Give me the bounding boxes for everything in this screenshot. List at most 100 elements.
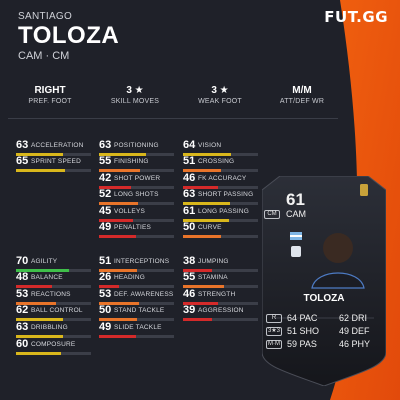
- stat-bar-fill: [183, 235, 221, 238]
- league-logo-icon: [360, 184, 368, 196]
- stat-bar-track: [99, 153, 174, 156]
- stat-value: 46: [183, 288, 196, 300]
- player-last-name: TOLOZA: [18, 22, 120, 49]
- stat-bar-track: [183, 169, 258, 172]
- stat-value: 49: [99, 321, 112, 333]
- stat-bar-track: [16, 169, 91, 172]
- stat-bar-track: [183, 285, 258, 288]
- stat-value: 38: [183, 255, 196, 267]
- stat-bar-track: [99, 186, 174, 189]
- stat-bar-track: [16, 285, 91, 288]
- stat-value: 51: [183, 155, 196, 167]
- stat-value: 63: [99, 139, 112, 151]
- weak-foot: 3 ★ WEAK FOOT: [180, 85, 260, 105]
- stat-stand-tackle: 50 STAND TACKLE: [99, 304, 174, 323]
- stat-finishing: 55 FINISHING: [99, 155, 174, 174]
- skill-moves-label: SKILL MOVES: [110, 98, 160, 105]
- stat-bar-track: [99, 318, 174, 321]
- stat-label: LONG SHOTS: [114, 191, 159, 198]
- stat-bar-track: [16, 302, 91, 305]
- stat-bar-fill: [99, 318, 137, 321]
- stat-value: 63: [16, 321, 29, 333]
- card-position: CAM: [286, 209, 306, 219]
- stat-label: LONG PASSING: [198, 208, 250, 215]
- stat-label: DRIBBLING: [31, 324, 68, 331]
- stat-bar-fill: [99, 169, 141, 172]
- stat-vision: 64 VISION: [183, 139, 258, 158]
- stat-label: STAND TACKLE: [114, 307, 165, 314]
- stat-heading: 26 HEADING: [99, 271, 174, 290]
- card-attr-phy: 46 PHY: [339, 339, 371, 349]
- stat-short-passing: 63 SHORT PASSING: [183, 188, 258, 207]
- card-attr-dri: 62 DRI: [339, 313, 368, 323]
- stat-value: 70: [16, 255, 29, 267]
- stat-label: DEF. AWARENESS: [114, 291, 174, 298]
- stat-bar-fill: [16, 285, 52, 288]
- card-skills-badge: 3★3: [266, 327, 282, 336]
- stat-bar-fill: [183, 169, 222, 172]
- stat-label: STAMINA: [198, 274, 228, 281]
- stat-value: 62: [16, 304, 29, 316]
- stat-stamina: 55 STAMINA: [183, 271, 258, 290]
- stat-bar-fill: [183, 302, 218, 305]
- card-attr-def: 49 DEF: [339, 326, 370, 336]
- stat-bar-track: [99, 169, 174, 172]
- stat-bar-fill: [16, 318, 63, 321]
- card-foot-badge: R: [266, 314, 282, 323]
- stat-strength: 46 STRENGTH: [183, 288, 258, 307]
- stat-label: VOLLEYS: [114, 208, 146, 215]
- stat-value: 61: [183, 205, 196, 217]
- card-rating: 61: [286, 190, 305, 209]
- stat-bar-fill: [183, 219, 229, 222]
- stat-label: POSITIONING: [114, 142, 159, 149]
- stat-bar-fill: [183, 202, 231, 205]
- stat-aggression: 39 AGGRESSION: [183, 304, 258, 323]
- divider: [8, 118, 338, 119]
- stat-value: 52: [99, 188, 112, 200]
- stat-value: 63: [16, 139, 29, 151]
- stat-long-shots: 52 LONG SHOTS: [99, 188, 174, 207]
- stat-bar-track: [99, 219, 174, 222]
- stat-bar-track: [99, 285, 174, 288]
- card-attr-sho: 51 SHO: [287, 326, 320, 336]
- stat-bar-track: [99, 302, 174, 305]
- stat-bar-track: [183, 186, 258, 189]
- stat-bar-fill: [183, 269, 212, 272]
- stat-acceleration: 63 ACCELERATION: [16, 139, 91, 158]
- stat-bar-track: [183, 202, 258, 205]
- stat-value: 46: [183, 172, 196, 184]
- stat-label: SHORT PASSING: [198, 191, 254, 198]
- stat-label: STRENGTH: [198, 291, 236, 298]
- stat-bar-fill: [99, 153, 147, 156]
- stat-value: 63: [183, 188, 196, 200]
- stat-bar-fill: [183, 285, 225, 288]
- stat-label: CURVE: [198, 224, 222, 231]
- stat-bar-track: [99, 269, 174, 272]
- stat-value: 53: [16, 288, 29, 300]
- stat-value: 42: [99, 172, 112, 184]
- stat-value: 48: [16, 271, 29, 283]
- stat-bar-fill: [16, 335, 64, 338]
- stat-bar-fill: [16, 153, 64, 156]
- player-card[interactable]: [262, 176, 386, 386]
- stat-value: 55: [99, 155, 112, 167]
- stat-label: JUMPING: [198, 258, 229, 265]
- player-first-name: SANTIAGO: [18, 11, 73, 22]
- stat-value: 55: [183, 271, 196, 283]
- stat-label: ACCELERATION: [31, 142, 84, 149]
- stat-label: SHOT POWER: [114, 175, 161, 182]
- stat-label: HEADING: [114, 274, 146, 281]
- stat-bar-fill: [99, 202, 138, 205]
- stat-value: 45: [99, 205, 112, 217]
- stat-value: 51: [99, 255, 112, 267]
- stat-label: PENALTIES: [114, 224, 152, 231]
- stat-bar-track: [183, 302, 258, 305]
- stat-bar-fill: [183, 318, 213, 321]
- stat-dribbling: 63 DRIBBLING: [16, 321, 91, 340]
- stat-balance: 48 BALANCE: [16, 271, 91, 290]
- stat-label: INTERCEPTIONS: [114, 258, 170, 265]
- stat-bar-fill: [16, 302, 56, 305]
- stat-bar-track: [99, 202, 174, 205]
- stat-interceptions: 51 INTERCEPTIONS: [99, 255, 174, 274]
- stat-bar-track: [99, 235, 174, 238]
